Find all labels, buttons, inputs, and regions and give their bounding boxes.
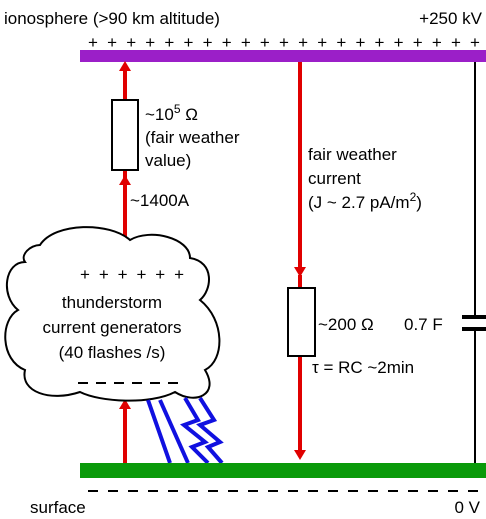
resistance-label: ~200 Ω bbox=[318, 315, 374, 334]
ionosphere-label: ionosphere (>90 km altitude) bbox=[4, 9, 220, 28]
current-label: ~1400A bbox=[130, 191, 190, 210]
cloud-label: current generators bbox=[43, 318, 182, 337]
cloud-charges: + + + + + + bbox=[80, 265, 184, 284]
resistor bbox=[287, 287, 316, 357]
resistance-label: ~105 Ω bbox=[145, 102, 198, 124]
current-note: current bbox=[308, 169, 361, 188]
time-constant: τ = RC ~2min bbox=[312, 358, 414, 377]
lightning bbox=[146, 396, 224, 465]
current-density: (J ~ 2.7 pA/m2) bbox=[308, 190, 422, 212]
note: value) bbox=[145, 151, 191, 170]
cloud-label: (40 flashes /s) bbox=[59, 343, 166, 362]
current-note: fair weather bbox=[308, 145, 397, 164]
surface-label: surface bbox=[30, 498, 86, 517]
ionosphere-bar bbox=[80, 50, 486, 62]
note: (fair weather bbox=[145, 128, 240, 147]
bottom-voltage: 0 V bbox=[454, 498, 480, 517]
ionosphere-charges: + + + + + + + + + + + + + + + + + + + + … bbox=[88, 33, 480, 52]
ground-bar bbox=[80, 463, 486, 478]
top-voltage: +250 kV bbox=[419, 9, 483, 28]
capacitance-label: 0.7 F bbox=[404, 315, 443, 334]
resistor bbox=[111, 99, 139, 171]
cloud-label: thunderstorm bbox=[62, 293, 162, 312]
cloud bbox=[4, 226, 221, 402]
